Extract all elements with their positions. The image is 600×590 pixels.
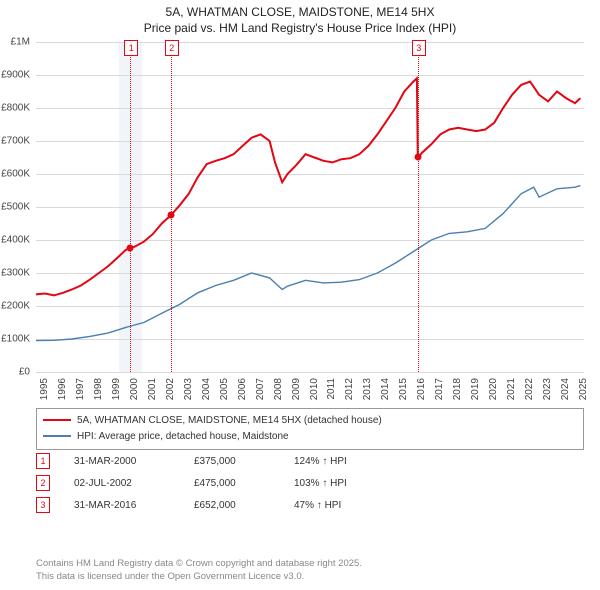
title-line-1: 5A, WHATMAN CLOSE, MAIDSTONE, ME14 5HX bbox=[0, 4, 600, 20]
x-tick-label: 1997 bbox=[75, 378, 86, 400]
legend: 5A, WHATMAN CLOSE, MAIDSTONE, ME14 5HX (… bbox=[36, 408, 584, 450]
legend-label: 5A, WHATMAN CLOSE, MAIDSTONE, ME14 5HX (… bbox=[77, 415, 382, 426]
x-tick-label: 2005 bbox=[219, 378, 230, 400]
sales-hpi: 103% ↑ HPI bbox=[294, 478, 414, 489]
sales-row: 2 02-JUL-2002£475,000103% ↑ HPI bbox=[36, 472, 414, 494]
x-tick-label: 2000 bbox=[129, 378, 140, 400]
legend-swatch bbox=[43, 435, 71, 437]
legend-swatch bbox=[43, 419, 71, 421]
chart-container: { "title_line1": "5A, WHATMAN CLOSE, MAI… bbox=[0, 0, 600, 590]
footer-attribution: Contains HM Land Registry data © Crown c… bbox=[36, 558, 362, 584]
x-tick-label: 2004 bbox=[201, 378, 212, 400]
x-tick-label: 1996 bbox=[57, 378, 68, 400]
plot-area: 123 £0£100K£200K£300K£400K£500K£600K£700… bbox=[36, 42, 584, 372]
sales-price: £652,000 bbox=[194, 500, 294, 511]
marker-dot bbox=[127, 245, 134, 252]
x-tick-label: 2015 bbox=[398, 378, 409, 400]
x-tick-label: 2022 bbox=[524, 378, 535, 400]
sales-price: £475,000 bbox=[194, 478, 294, 489]
y-tick-label: £200K bbox=[1, 301, 30, 312]
marker-tag: 1 bbox=[124, 40, 138, 56]
x-tick-label: 2017 bbox=[434, 378, 445, 400]
x-tick-label: 2024 bbox=[560, 378, 571, 400]
x-tick-label: 2006 bbox=[237, 378, 248, 400]
sales-table: 1 31-MAR-2000£375,000124% ↑ HPI 2 02-JUL-20… bbox=[36, 450, 414, 516]
x-tick-label: 2013 bbox=[362, 378, 373, 400]
x-tick-label: 2021 bbox=[506, 378, 517, 400]
x-tick-label: 1995 bbox=[39, 378, 50, 400]
x-tick-label: 2020 bbox=[488, 378, 499, 400]
sales-hpi: 124% ↑ HPI bbox=[294, 456, 414, 467]
sales-row: 3 31-MAR-2016£652,00047% ↑ HPI bbox=[36, 494, 414, 516]
y-tick-label: £900K bbox=[1, 70, 30, 81]
sales-date: 02-JUL-2002 bbox=[74, 478, 194, 489]
x-tick-label: 1999 bbox=[111, 378, 122, 400]
gridline-h bbox=[36, 372, 584, 373]
sales-tag: 2 bbox=[36, 475, 50, 491]
x-tick-label: 2019 bbox=[470, 378, 481, 400]
marker-tag: 2 bbox=[165, 40, 179, 56]
footer-line-1: Contains HM Land Registry data © Crown c… bbox=[36, 558, 362, 571]
chart-title: 5A, WHATMAN CLOSE, MAIDSTONE, ME14 5HX P… bbox=[0, 0, 600, 36]
x-tick-label: 2014 bbox=[380, 378, 391, 400]
sales-date: 31-MAR-2016 bbox=[74, 500, 194, 511]
sales-date: 31-MAR-2000 bbox=[74, 456, 194, 467]
legend-item: HPI: Average price, detached house, Maid… bbox=[43, 429, 577, 445]
x-tick-label: 2012 bbox=[344, 378, 355, 400]
marker-guide bbox=[171, 42, 172, 372]
marker-dot bbox=[414, 153, 421, 160]
y-tick-label: £400K bbox=[1, 235, 30, 246]
line-layer bbox=[36, 42, 584, 372]
x-tick-label: 2008 bbox=[273, 378, 284, 400]
x-tick-label: 2001 bbox=[147, 378, 158, 400]
series-line-property bbox=[36, 78, 580, 295]
x-tick-label: 1998 bbox=[93, 378, 104, 400]
y-tick-label: £500K bbox=[1, 202, 30, 213]
footer-line-2: This data is licensed under the Open Gov… bbox=[36, 571, 362, 584]
sales-price: £375,000 bbox=[194, 456, 294, 467]
marker-guide bbox=[130, 42, 131, 372]
y-tick-label: £600K bbox=[1, 169, 30, 180]
title-line-2: Price paid vs. HM Land Registry's House … bbox=[0, 20, 600, 36]
x-tick-label: 2025 bbox=[578, 378, 589, 400]
legend-label: HPI: Average price, detached house, Maid… bbox=[77, 431, 289, 442]
y-tick-label: £100K bbox=[1, 334, 30, 345]
series-line-hpi bbox=[36, 186, 580, 341]
y-tick-label: £700K bbox=[1, 136, 30, 147]
x-tick-label: 2016 bbox=[416, 378, 427, 400]
y-tick-label: £300K bbox=[1, 268, 30, 279]
y-tick-label: £0 bbox=[19, 367, 30, 378]
marker-guide bbox=[418, 42, 419, 372]
sales-hpi: 47% ↑ HPI bbox=[294, 500, 414, 511]
legend-item: 5A, WHATMAN CLOSE, MAIDSTONE, ME14 5HX (… bbox=[43, 413, 577, 429]
marker-tag: 3 bbox=[412, 40, 426, 56]
x-tick-label: 2009 bbox=[291, 378, 302, 400]
y-tick-label: £800K bbox=[1, 103, 30, 114]
sales-tag: 1 bbox=[36, 453, 50, 469]
x-tick-label: 2023 bbox=[542, 378, 553, 400]
x-tick-label: 2003 bbox=[183, 378, 194, 400]
sales-tag: 3 bbox=[36, 497, 50, 513]
x-tick-label: 2018 bbox=[452, 378, 463, 400]
marker-dot bbox=[167, 212, 174, 219]
sales-row: 1 31-MAR-2000£375,000124% ↑ HPI bbox=[36, 450, 414, 472]
x-tick-label: 2011 bbox=[326, 378, 337, 400]
x-tick-label: 2002 bbox=[165, 378, 176, 400]
x-tick-label: 2010 bbox=[309, 378, 320, 400]
y-tick-label: £1M bbox=[11, 37, 30, 48]
x-tick-label: 2007 bbox=[255, 378, 266, 400]
